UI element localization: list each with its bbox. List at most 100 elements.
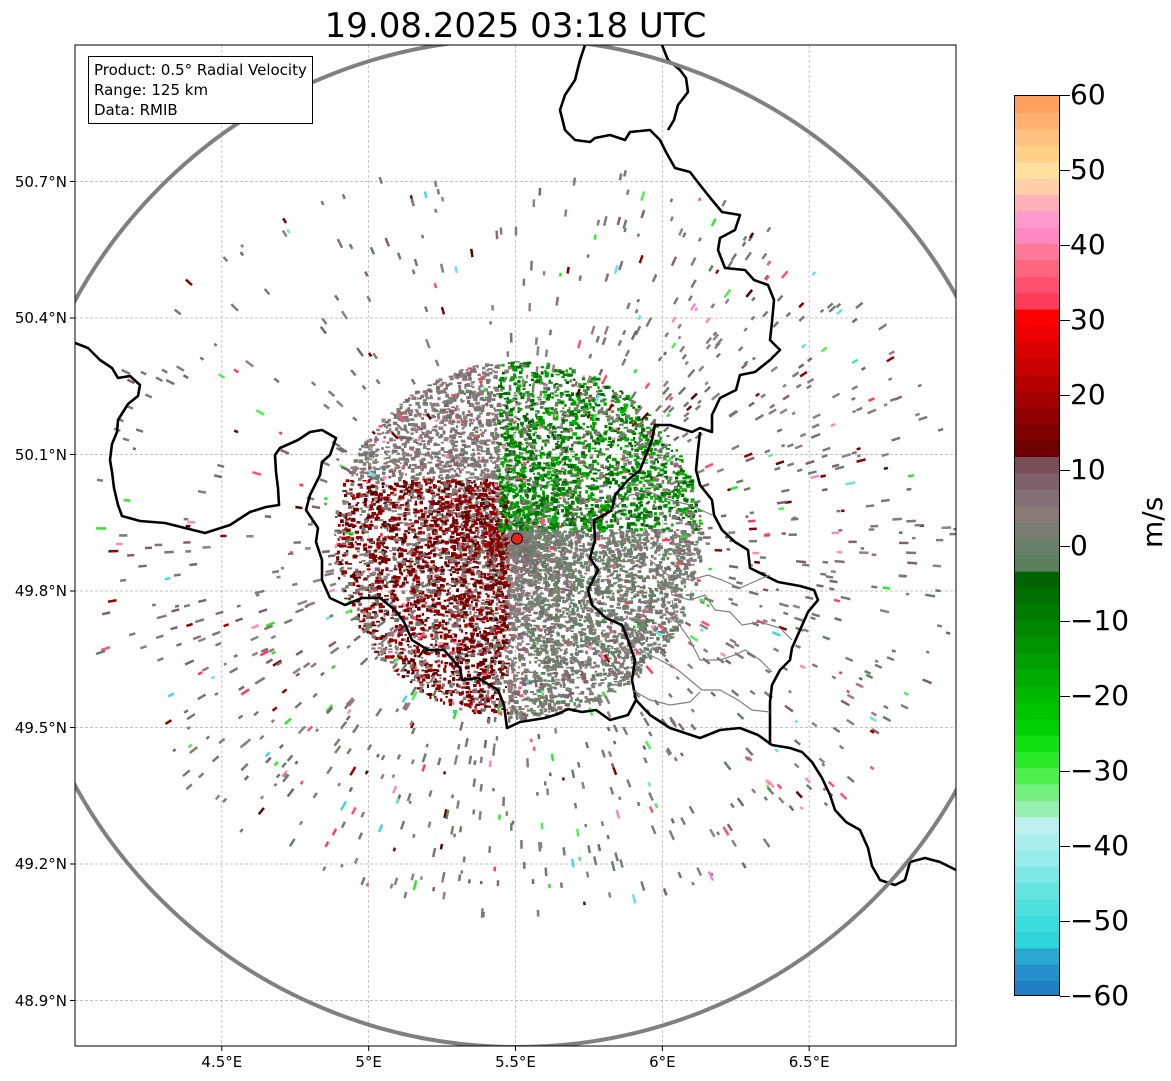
colorbar-tick-label: −30 [1070, 753, 1130, 787]
colorbar-swatch [1015, 784, 1059, 802]
colorbar-swatch [1015, 227, 1059, 245]
colorbar-tick [1060, 770, 1070, 772]
colorbar-tick [1060, 470, 1070, 472]
map-title: 19.08.2025 03:18 UTC [324, 6, 707, 46]
colorbar-tick [1060, 620, 1070, 622]
longitude-tick-label: 4.5°E [201, 1053, 243, 1071]
colorbar-swatch [1015, 276, 1059, 294]
regional-border [639, 649, 771, 713]
colorbar-swatch [1015, 734, 1059, 752]
colorbar-swatch [1015, 816, 1059, 834]
colorbar-swatch [1015, 603, 1059, 621]
radar-site-marker [510, 532, 523, 545]
colorbar-swatch [1015, 931, 1059, 949]
colorbar-swatch [1015, 947, 1059, 965]
colorbar-swatch [1015, 571, 1059, 589]
colorbar-tick-label: 60 [1070, 78, 1106, 111]
colorbar-swatch [1015, 407, 1059, 425]
colorbar-swatch [1015, 145, 1059, 163]
radar-echoes [95, 170, 956, 918]
colorbar-swatch [1015, 341, 1059, 359]
colorbar-swatch [1015, 325, 1059, 343]
colorbar-tick-label: −60 [1070, 979, 1130, 1012]
colorbar-tick [1060, 920, 1070, 922]
colorbar-swatch [1015, 620, 1059, 638]
colorbar-swatch [1015, 521, 1059, 539]
latitude-tick-label: 48.9°N [14, 991, 67, 1010]
colorbar-swatch [1015, 652, 1059, 670]
colorbar-swatch [1015, 440, 1059, 457]
latitude-tick-label: 50.4°N [14, 309, 67, 327]
colorbar-swatch [1015, 308, 1059, 326]
latitude-tick-label: 49.2°N [14, 855, 67, 873]
regional-border [667, 574, 793, 641]
colorbar-tick-label: −20 [1070, 678, 1130, 712]
colorbar-tick-label: 0 [1070, 528, 1088, 562]
longitude-tick-label: 6°E [649, 1053, 676, 1071]
colorbar-tick [1060, 320, 1070, 322]
colorbar-tick-label: 10 [1070, 453, 1106, 487]
country-border-luxembourg-germany [694, 431, 820, 745]
colorbar-swatch [1015, 915, 1059, 933]
colorbar-unit-label: m/s [1136, 496, 1169, 548]
colorbar-swatch [1015, 259, 1059, 277]
colorbar-swatch [1015, 636, 1059, 654]
longitude-tick-label: 5°E [355, 1053, 382, 1071]
regional-border [649, 559, 771, 589]
colorbar-swatch [1015, 374, 1059, 392]
colorbar-tick [1060, 996, 1070, 997]
colorbar-swatch [1015, 685, 1059, 703]
colorbar-swatch [1015, 751, 1059, 769]
colorbar-swatch [1015, 128, 1059, 146]
colorbar-tick [1060, 95, 1070, 96]
colorbar-swatch [1015, 849, 1059, 867]
colorbar-swatch [1015, 390, 1059, 408]
colorbar-swatch [1015, 243, 1059, 261]
colorbar-swatch [1015, 505, 1059, 523]
colorbar-tick [1060, 695, 1070, 697]
regional-border [671, 599, 773, 673]
colorbar-tick [1060, 245, 1070, 247]
colorbar-swatch [1015, 292, 1059, 310]
colorbar-swatch [1015, 718, 1059, 736]
colorbar-tick [1060, 545, 1070, 547]
colorbar-swatch [1015, 865, 1059, 883]
colorbar-swatch [1015, 587, 1059, 605]
latitude-tick-label: 50.1°N [14, 445, 67, 464]
colorbar-swatch [1015, 669, 1059, 687]
colorbar-swatch [1015, 210, 1059, 228]
colorbar-tick-label: 30 [1070, 303, 1106, 337]
longitude-tick-label: 5.5°E [495, 1053, 536, 1071]
latitude-tick-label: 49.8°N [14, 582, 67, 600]
regional-border [631, 689, 701, 706]
colorbar-tick [1060, 170, 1070, 172]
colorbar-swatch [1015, 833, 1059, 851]
colorbar-swatch [1015, 177, 1059, 195]
map-axis-ticks [70, 181, 810, 1051]
colorbar-tick-label: −50 [1070, 903, 1130, 937]
colorbar-swatch [1015, 980, 1059, 995]
data-source-label: Data: RMIB [94, 101, 178, 119]
latitude-tick-label: 49.5°N [14, 718, 67, 737]
colorbar-tick-label: −10 [1070, 603, 1130, 637]
colorbar-tick-label: 50 [1070, 153, 1106, 187]
longitude-tick-label: 6.5°E [788, 1053, 830, 1071]
regional-border [611, 491, 713, 516]
colorbar-swatch [1015, 161, 1059, 179]
colorbar-swatch [1015, 964, 1059, 982]
country-border-belgium-france [75, 45, 782, 730]
colorbar-tick [1060, 395, 1070, 397]
colorbar-swatch [1015, 112, 1059, 130]
velocity-colorbar [1014, 95, 1060, 996]
colorbar-swatch [1015, 882, 1059, 900]
colorbar-swatch [1015, 96, 1059, 113]
colorbar-swatch [1015, 456, 1059, 474]
colorbar-swatch [1015, 767, 1059, 785]
colorbar-tick-label: 20 [1070, 378, 1106, 412]
range-label: Range: 125 km [94, 81, 209, 99]
country-border-france-germany [635, 699, 956, 887]
colorbar-swatch [1015, 358, 1059, 376]
colorbar-swatch [1015, 538, 1059, 556]
latitude-tick-label: 50.7°N [14, 172, 67, 191]
